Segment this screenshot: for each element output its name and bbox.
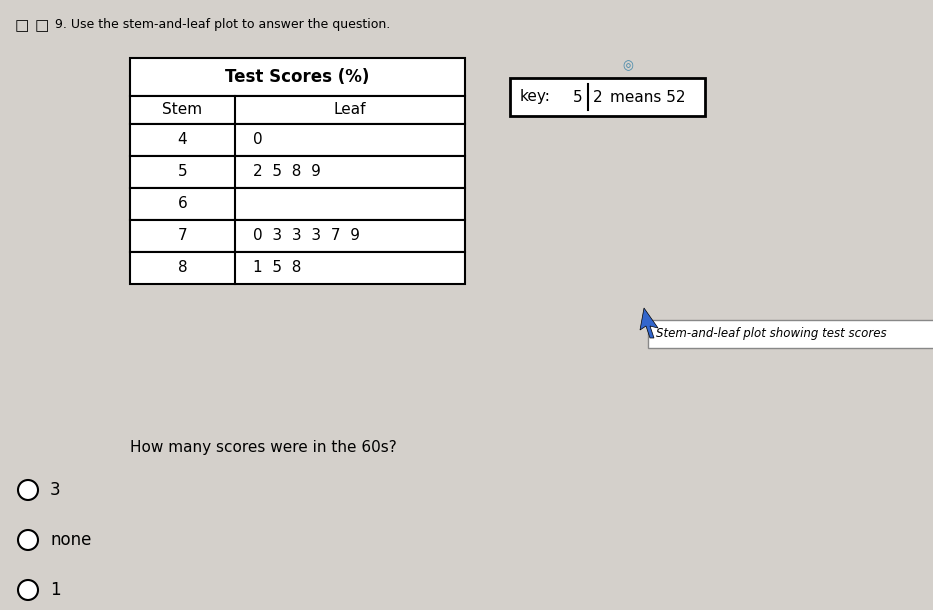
- Bar: [130, 252, 465, 284]
- Text: 8: 8: [177, 260, 188, 276]
- Text: 1  5  8: 1 5 8: [253, 260, 301, 276]
- Text: Test Scores (%): Test Scores (%): [225, 68, 369, 86]
- Text: 7: 7: [177, 229, 188, 243]
- Bar: [648, 320, 933, 348]
- Text: 4: 4: [177, 132, 188, 148]
- Text: How many scores were in the 60s?: How many scores were in the 60s?: [130, 440, 397, 455]
- Text: 2  5  8  9: 2 5 8 9: [253, 165, 321, 179]
- Text: Leaf: Leaf: [334, 102, 367, 118]
- Text: Stem-and-leaf plot showing test scores: Stem-and-leaf plot showing test scores: [656, 328, 886, 340]
- Bar: [510, 78, 705, 116]
- Text: 1: 1: [50, 581, 61, 599]
- Bar: [130, 156, 465, 188]
- Text: □: □: [35, 18, 49, 33]
- Bar: [130, 124, 465, 156]
- Text: key:: key:: [520, 90, 550, 104]
- Text: 0  3  3  3  7  9: 0 3 3 3 7 9: [253, 229, 360, 243]
- Text: 9. Use the stem-and-leaf plot to answer the question.: 9. Use the stem-and-leaf plot to answer …: [55, 18, 390, 31]
- Bar: [130, 220, 465, 252]
- Circle shape: [18, 530, 38, 550]
- Text: 5: 5: [573, 90, 583, 104]
- Text: 3: 3: [50, 481, 61, 499]
- Text: 5: 5: [177, 165, 188, 179]
- Circle shape: [18, 480, 38, 500]
- Text: 0: 0: [253, 132, 262, 148]
- Text: ◎: ◎: [622, 60, 633, 73]
- Circle shape: [18, 580, 38, 600]
- Text: means 52: means 52: [610, 90, 686, 104]
- Text: □: □: [15, 18, 29, 33]
- Text: none: none: [50, 531, 91, 549]
- Bar: [130, 188, 465, 220]
- Text: 6: 6: [177, 196, 188, 212]
- Text: Stem: Stem: [162, 102, 202, 118]
- Text: 2: 2: [593, 90, 603, 104]
- Bar: [130, 96, 465, 124]
- Polygon shape: [640, 308, 658, 338]
- Bar: [130, 58, 465, 96]
